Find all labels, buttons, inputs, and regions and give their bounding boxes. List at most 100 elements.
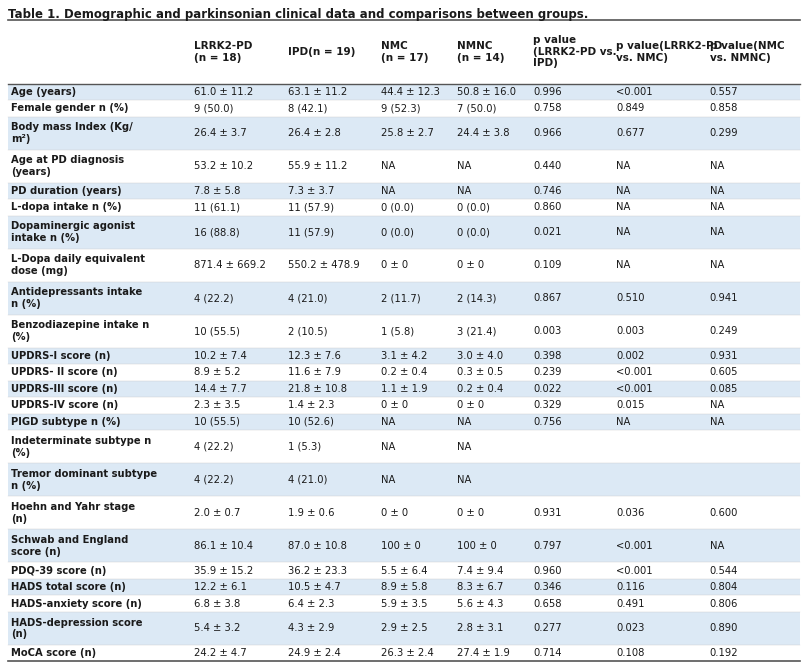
Bar [8, 496, 800, 529]
Text: 871.4 ± 669.2: 871.4 ± 669.2 [194, 260, 266, 270]
Text: 0.960: 0.960 [533, 566, 562, 576]
Text: 0.714: 0.714 [533, 648, 562, 658]
Text: MoCA score (n): MoCA score (n) [11, 648, 96, 658]
Text: 2 (10.5): 2 (10.5) [288, 326, 327, 336]
Text: Body mass Index (Kg/
m²): Body mass Index (Kg/ m²) [11, 122, 133, 144]
Text: 27.4 ± 1.9: 27.4 ± 1.9 [457, 648, 510, 658]
Bar [8, 216, 800, 248]
Bar [8, 347, 800, 364]
Text: HADS-anxiety score (n): HADS-anxiety score (n) [11, 599, 142, 609]
Text: 12.2 ± 6.1: 12.2 ± 6.1 [194, 582, 247, 592]
Text: Age (years): Age (years) [11, 87, 77, 97]
Text: 0 ± 0: 0 ± 0 [457, 508, 484, 518]
Text: 4 (22.2): 4 (22.2) [194, 293, 234, 303]
Text: 3.0 ± 4.0: 3.0 ± 4.0 [457, 351, 503, 361]
Text: 0.2 ± 0.4: 0.2 ± 0.4 [381, 367, 427, 377]
Text: NA: NA [381, 417, 396, 427]
Text: 2.8 ± 3.1: 2.8 ± 3.1 [457, 623, 503, 633]
Text: UPDRS-I score (n): UPDRS-I score (n) [11, 351, 111, 361]
Bar [8, 413, 800, 430]
Text: 0.036: 0.036 [616, 508, 644, 518]
Text: 0.941: 0.941 [709, 293, 738, 303]
Text: NA: NA [709, 541, 724, 550]
Text: <0.001: <0.001 [616, 87, 653, 97]
Text: 11.6 ± 7.9: 11.6 ± 7.9 [288, 367, 341, 377]
Text: Dopaminergic agonist
intake n (%): Dopaminergic agonist intake n (%) [11, 221, 135, 243]
Text: p value(NMC
vs. NMNC): p value(NMC vs. NMNC) [709, 41, 784, 63]
Text: NA: NA [381, 475, 396, 485]
Text: 26.3 ± 2.4: 26.3 ± 2.4 [381, 648, 434, 658]
Text: 35.9 ± 15.2: 35.9 ± 15.2 [194, 566, 254, 576]
Text: 0.398: 0.398 [533, 351, 562, 361]
Text: 1 (5.8): 1 (5.8) [381, 326, 415, 336]
Text: 0.116: 0.116 [616, 582, 645, 592]
Text: NA: NA [381, 442, 396, 452]
Text: 0.996: 0.996 [533, 87, 562, 97]
Text: <0.001: <0.001 [616, 384, 653, 394]
Bar [8, 315, 800, 347]
Text: 0.329: 0.329 [533, 400, 562, 410]
Text: 0.108: 0.108 [616, 648, 644, 658]
Text: 6.8 ± 3.8: 6.8 ± 3.8 [194, 599, 240, 609]
Text: 1.4 ± 2.3: 1.4 ± 2.3 [288, 400, 335, 410]
Text: 6.4 ± 2.3: 6.4 ± 2.3 [288, 599, 335, 609]
Text: PIGD subtype n (%): PIGD subtype n (%) [11, 417, 121, 427]
Text: L-dopa intake n (%): L-dopa intake n (%) [11, 202, 122, 212]
Text: 0 ± 0: 0 ± 0 [457, 400, 484, 410]
Text: 0.491: 0.491 [616, 599, 645, 609]
Bar [8, 595, 800, 612]
Text: 5.6 ± 4.3: 5.6 ± 4.3 [457, 599, 503, 609]
Text: NA: NA [457, 186, 472, 196]
Text: 0.239: 0.239 [533, 367, 562, 377]
Text: 0.557: 0.557 [709, 87, 739, 97]
Text: Antidepressants intake
n (%): Antidepressants intake n (%) [11, 287, 142, 309]
Text: 21.8 ± 10.8: 21.8 ± 10.8 [288, 384, 347, 394]
Text: 0 ± 0: 0 ± 0 [381, 400, 409, 410]
Text: NA: NA [616, 202, 630, 212]
Text: 0.544: 0.544 [709, 566, 738, 576]
Text: 53.2 ± 10.2: 53.2 ± 10.2 [194, 161, 253, 171]
Text: 8.3 ± 6.7: 8.3 ± 6.7 [457, 582, 503, 592]
Text: IPD(n = 19): IPD(n = 19) [288, 47, 356, 57]
Text: 1.9 ± 0.6: 1.9 ± 0.6 [288, 508, 335, 518]
Text: 0 (0.0): 0 (0.0) [457, 202, 490, 212]
Text: 5.4 ± 3.2: 5.4 ± 3.2 [194, 623, 241, 633]
Bar [8, 282, 800, 315]
Text: 0.003: 0.003 [616, 326, 644, 336]
Text: 3 (21.4): 3 (21.4) [457, 326, 497, 336]
Bar [8, 150, 800, 182]
Text: 100 ± 0: 100 ± 0 [381, 541, 421, 550]
Bar [8, 529, 800, 562]
Text: 0 (0.0): 0 (0.0) [381, 202, 415, 212]
Text: NA: NA [616, 161, 630, 171]
Text: 7 (50.0): 7 (50.0) [457, 104, 497, 114]
Text: 0.440: 0.440 [533, 161, 562, 171]
Text: Benzodiazepine intake n
(%): Benzodiazepine intake n (%) [11, 321, 149, 342]
Bar [8, 562, 800, 578]
Text: NA: NA [616, 227, 630, 237]
Text: 10 (52.6): 10 (52.6) [288, 417, 334, 427]
Text: 2.0 ± 0.7: 2.0 ± 0.7 [194, 508, 241, 518]
Text: 0.277: 0.277 [533, 623, 562, 633]
Text: 100 ± 0: 100 ± 0 [457, 541, 497, 550]
Text: 9 (52.3): 9 (52.3) [381, 104, 421, 114]
Text: 0.890: 0.890 [709, 623, 738, 633]
Text: NA: NA [616, 260, 630, 270]
Text: 0.2 ± 0.4: 0.2 ± 0.4 [457, 384, 503, 394]
Text: 0 (0.0): 0 (0.0) [381, 227, 415, 237]
Text: 0.931: 0.931 [533, 508, 562, 518]
Text: NA: NA [616, 186, 630, 196]
Text: 2.3 ± 3.5: 2.3 ± 3.5 [194, 400, 241, 410]
Text: NMNC
(n = 14): NMNC (n = 14) [457, 41, 505, 63]
Text: 0.756: 0.756 [533, 417, 562, 427]
Text: NA: NA [381, 186, 396, 196]
Text: 0.109: 0.109 [533, 260, 562, 270]
Text: <0.001: <0.001 [616, 541, 653, 550]
Text: 5.5 ± 6.4: 5.5 ± 6.4 [381, 566, 428, 576]
Text: NMC
(n = 17): NMC (n = 17) [381, 41, 429, 63]
Text: 8.9 ± 5.2: 8.9 ± 5.2 [194, 367, 241, 377]
Text: 11 (57.9): 11 (57.9) [288, 227, 334, 237]
Text: UPDRS- II score (n): UPDRS- II score (n) [11, 367, 118, 377]
Text: LRRK2-PD
(n = 18): LRRK2-PD (n = 18) [194, 41, 252, 63]
Text: UPDRS-III score (n): UPDRS-III score (n) [11, 384, 118, 394]
